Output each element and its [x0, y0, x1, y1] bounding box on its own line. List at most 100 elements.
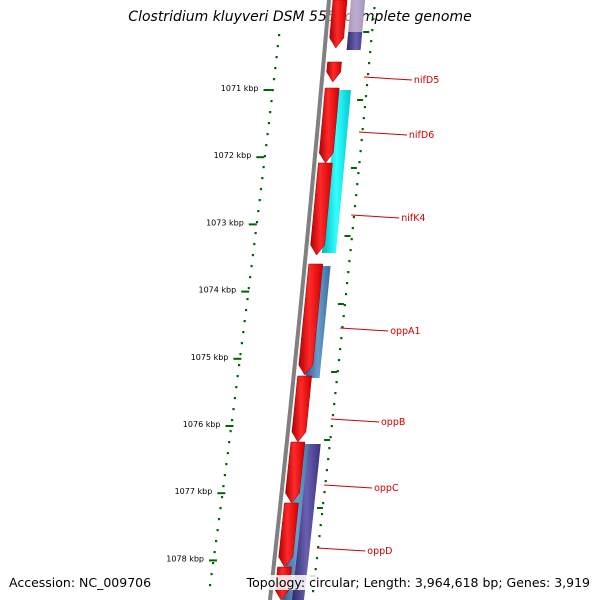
gene-leader-line	[351, 214, 400, 219]
skew-dot	[335, 381, 338, 384]
genome-backbone	[268, 0, 331, 600]
skew-dot	[363, 106, 366, 109]
gc-dot	[233, 397, 236, 400]
skew-dot	[358, 161, 361, 164]
skew-dot	[339, 348, 342, 351]
gc-dot	[259, 188, 263, 191]
skew-dot	[371, 29, 374, 32]
cds-arrow	[278, 502, 299, 568]
gc-dot	[275, 56, 278, 59]
kbp-tick-label: 1071 kbp	[221, 84, 259, 93]
gene-label: oppA1	[390, 326, 420, 337]
gc-dot	[217, 518, 221, 521]
gc-dot	[232, 408, 235, 411]
cds-arrow	[298, 263, 324, 376]
gc-dot	[213, 551, 216, 554]
gc-dot	[225, 463, 228, 466]
skew-dot	[352, 216, 355, 219]
gene-label: oppC	[374, 483, 399, 494]
gc-dot	[262, 166, 265, 169]
kbp-tick-label: 1078 kbp	[166, 554, 204, 563]
skew-dot	[344, 293, 348, 296]
skew-dot	[341, 326, 344, 329]
skew-dot	[343, 304, 346, 307]
skew-dot	[373, 7, 376, 10]
skew-dot	[349, 249, 352, 252]
gc-dot	[249, 276, 252, 279]
skew-dot	[364, 95, 368, 98]
skew-dot	[330, 425, 333, 428]
cds-arrow	[329, 0, 348, 49]
kbp-tick-label: 1077 kbp	[175, 487, 213, 496]
gc-dot	[261, 177, 264, 180]
gc-dot	[272, 78, 276, 81]
gc-dot	[212, 562, 215, 565]
gc-dot	[269, 111, 272, 114]
skew-dot	[323, 491, 326, 494]
gene-leader-line	[363, 76, 412, 81]
skew-dot	[327, 458, 330, 461]
gc-dots	[209, 7, 376, 593]
gene-leader-line	[330, 418, 380, 423]
skew-dot	[336, 370, 339, 373]
gc-dot	[240, 342, 243, 345]
skew-dot	[350, 238, 353, 241]
gc-dot	[223, 474, 226, 477]
gc-dot	[216, 529, 219, 532]
gc-dot	[263, 155, 266, 158]
gc-dot	[242, 331, 245, 334]
skew-dot	[312, 590, 315, 593]
gc-dot	[267, 122, 270, 125]
skew-dot	[324, 480, 327, 483]
skew-dot	[314, 568, 317, 571]
skew-dot	[334, 392, 337, 395]
skew-dot	[328, 447, 331, 450]
gc-dot	[278, 34, 281, 37]
skew-dot	[333, 403, 336, 406]
skew-dot	[355, 194, 358, 197]
skew-dot	[319, 524, 322, 527]
gc-dot	[251, 254, 254, 257]
skew-dot	[320, 513, 324, 516]
gc-dot	[253, 243, 256, 246]
gc-dot	[238, 364, 241, 367]
cds-arrow	[326, 61, 342, 83]
gene-label: nifD5	[414, 75, 439, 86]
gc-dot	[229, 430, 232, 433]
skew-dot	[342, 315, 345, 318]
skew-dot	[370, 40, 373, 43]
skew-dot	[359, 150, 362, 153]
map-title: Clostridium kluyveri DSM 555, complete g…	[128, 9, 472, 25]
gc-dot	[250, 265, 253, 268]
skew-dot	[331, 414, 335, 417]
gc-dot	[265, 144, 268, 147]
gene-leader-line	[324, 484, 373, 489]
gc-dot	[274, 67, 277, 70]
kbp-ticks: 1071 kbp 1072 kbp 1073 kbp 1074 kbp 1075 kbp…	[166, 84, 272, 563]
skew-dot	[318, 535, 321, 538]
gene-labels: nifD5 nifD6 nifK4 oppA1 oppB oppC oppD	[317, 75, 439, 557]
gc-dot	[257, 210, 260, 213]
gc-dot	[222, 485, 225, 488]
gc-dot	[254, 232, 257, 235]
kbp-tick-label: 1074 kbp	[198, 286, 236, 295]
kbp-tick-label: 1076 kbp	[183, 420, 221, 429]
skew-dot	[317, 546, 320, 549]
skew-dot	[360, 139, 363, 142]
skew-dot	[356, 183, 359, 186]
genome-summary-text: Topology: circular; Length: 3,964,618 bp…	[243, 575, 590, 590]
gc-dot	[270, 100, 273, 103]
gene-leader-line	[340, 327, 389, 332]
gc-dot	[239, 353, 242, 356]
skew-dot	[347, 271, 350, 274]
gene-label: oppB	[381, 417, 405, 428]
gc-dot	[245, 309, 248, 312]
skew-dot	[353, 205, 357, 208]
skew-dot	[329, 436, 332, 439]
feature-bar	[321, 90, 351, 253]
gene-leader-line	[358, 131, 407, 136]
skew-dot	[340, 337, 343, 340]
gc-dot	[258, 199, 261, 202]
skew-dot	[362, 117, 365, 120]
kbp-tick-label: 1075 kbp	[191, 353, 229, 362]
